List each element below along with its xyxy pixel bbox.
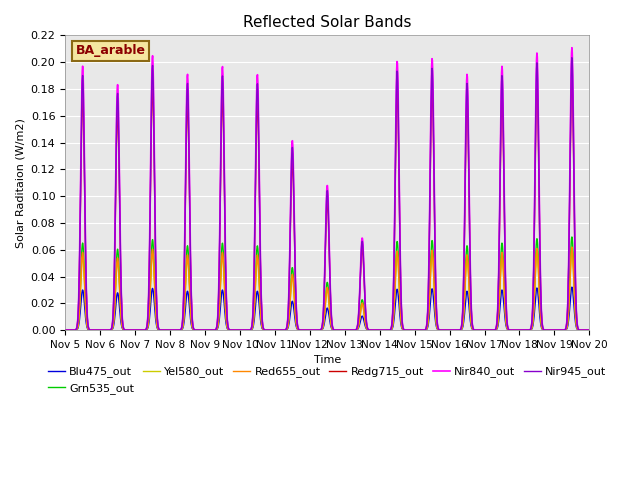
Yel580_out [408,327,416,333]
Yel580_out [237,327,244,333]
Red655_out [165,327,173,333]
Nir945_out [178,324,186,330]
Yel580_out [568,249,576,254]
Nir840_out [408,327,416,333]
Redg715_out [61,327,69,333]
Line: Nir840_out: Nir840_out [65,48,589,330]
Grn535_out [165,327,173,333]
Grn535_out [586,327,593,333]
Blu475_out [524,327,531,333]
Grn535_out [408,327,416,333]
Nir840_out [524,327,531,333]
Line: Blu475_out: Blu475_out [65,287,589,330]
Redg715_out [568,76,576,82]
Line: Grn535_out: Grn535_out [65,237,589,330]
Yel580_out [61,327,69,333]
Nir840_out [165,327,173,333]
Redg715_out [477,327,484,333]
Grn535_out [568,234,576,240]
Red655_out [568,244,576,250]
Nir945_out [568,55,576,60]
Nir840_out [586,327,593,333]
Text: BA_arable: BA_arable [76,45,146,58]
Line: Nir945_out: Nir945_out [65,58,589,330]
Grn535_out [178,326,186,332]
Redg715_out [237,327,244,333]
Title: Reflected Solar Bands: Reflected Solar Bands [243,15,412,30]
Nir840_out [61,327,69,333]
X-axis label: Time: Time [314,355,341,365]
Yel580_out [524,327,531,333]
Red655_out [524,327,531,333]
Blu475_out [408,327,416,333]
Nir840_out [568,45,576,50]
Red655_out [237,327,244,333]
Legend: Blu475_out, Grn535_out, Yel580_out, Red655_out, Redg715_out, Nir840_out, Nir945_: Blu475_out, Grn535_out, Yel580_out, Red6… [44,362,611,398]
Blu475_out [165,327,173,333]
Red655_out [408,327,416,333]
Nir945_out [408,327,416,333]
Grn535_out [524,327,531,333]
Line: Redg715_out: Redg715_out [65,79,589,330]
Nir945_out [524,327,531,333]
Blu475_out [568,284,576,290]
Nir945_out [477,327,484,333]
Grn535_out [61,327,69,333]
Nir840_out [178,324,186,330]
Redg715_out [165,327,173,333]
Nir840_out [237,327,244,333]
Blu475_out [61,327,69,333]
Blu475_out [237,327,244,333]
Yel580_out [586,327,593,333]
Nir945_out [586,327,593,333]
Nir945_out [237,327,244,333]
Redg715_out [524,327,531,333]
Y-axis label: Solar Raditaion (W/m2): Solar Raditaion (W/m2) [15,118,25,248]
Yel580_out [165,327,173,333]
Nir840_out [477,327,484,333]
Redg715_out [178,324,186,330]
Red655_out [61,327,69,333]
Grn535_out [237,327,244,333]
Nir945_out [61,327,69,333]
Grn535_out [477,327,484,333]
Blu475_out [477,327,484,333]
Line: Yel580_out: Yel580_out [65,252,589,330]
Red655_out [586,327,593,333]
Red655_out [477,327,484,333]
Line: Red655_out: Red655_out [65,247,589,330]
Redg715_out [408,327,416,333]
Blu475_out [586,327,593,333]
Red655_out [178,326,186,332]
Yel580_out [178,326,186,332]
Blu475_out [178,327,186,333]
Nir945_out [165,327,173,333]
Yel580_out [477,327,484,333]
Redg715_out [586,327,593,333]
